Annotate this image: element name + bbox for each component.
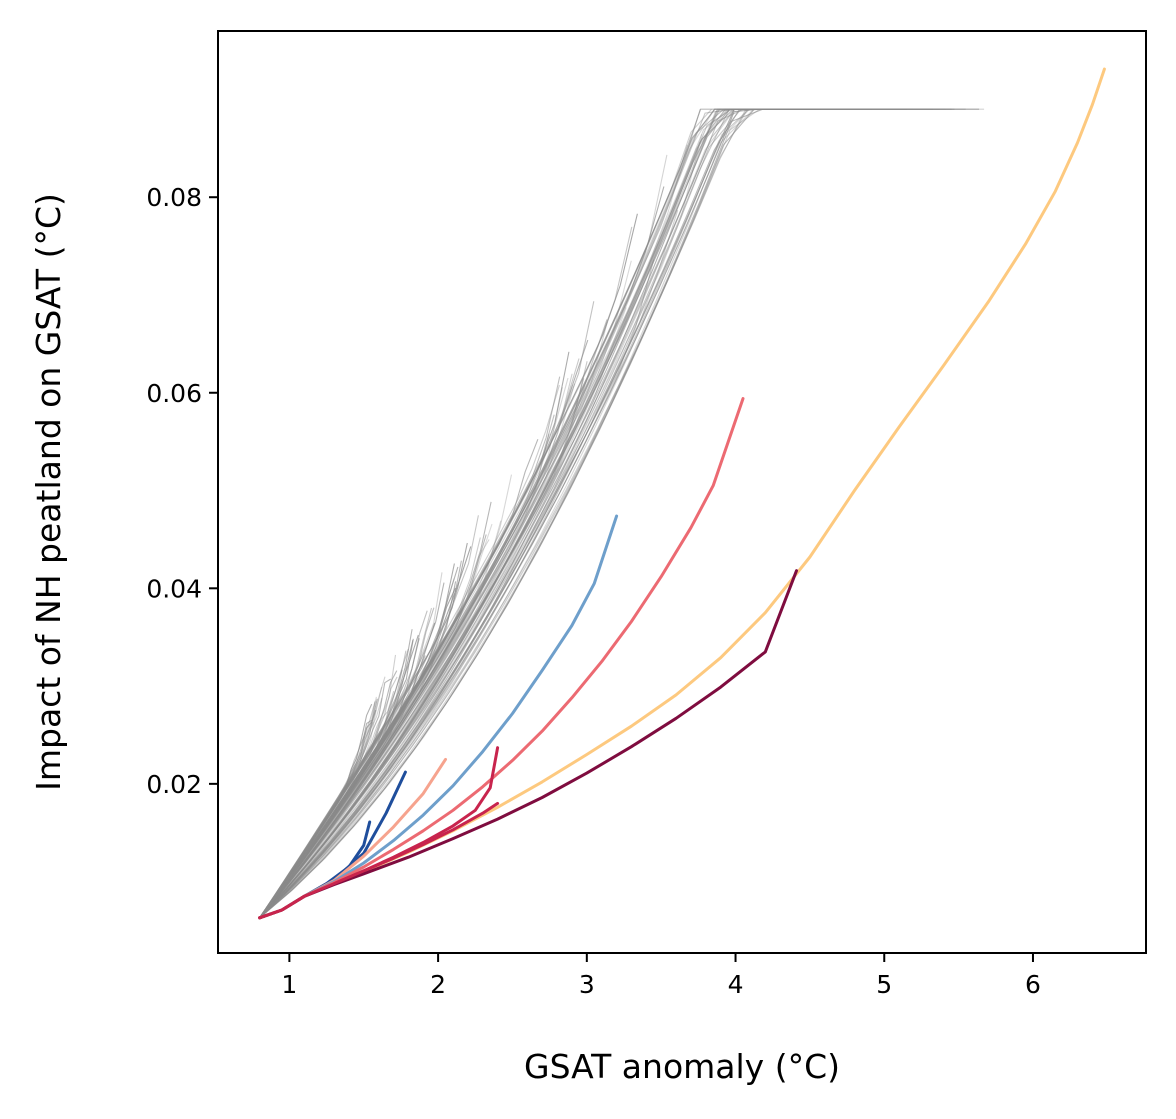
y-tick-label: 0.08 <box>146 183 202 212</box>
x-axis-label: GSAT anomaly (°C) <box>524 1047 840 1086</box>
ensemble-line <box>259 108 810 919</box>
x-tick-label: 6 <box>1025 970 1041 999</box>
ensemble-line <box>259 108 980 919</box>
ensemble-line <box>259 607 433 919</box>
y-tick-label: 0.06 <box>146 379 202 408</box>
ensemble-line <box>259 698 378 919</box>
ensemble-line <box>259 108 816 919</box>
ensemble-line <box>259 587 456 919</box>
ensemble-line <box>259 376 561 919</box>
ensemble-line <box>259 307 627 919</box>
ensemble-line <box>259 144 688 919</box>
ensemble-line <box>259 108 722 919</box>
highlighted-series <box>258 67 1106 920</box>
ensemble-line <box>259 260 632 919</box>
y-axis-label: Impact of NH peatland on GSAT (°C) <box>29 193 68 791</box>
ensemble-line <box>259 474 513 919</box>
ensemble-line <box>259 539 490 919</box>
ensemble-line <box>259 154 668 919</box>
ensemble-line <box>259 414 555 919</box>
ensemble-line <box>259 108 807 919</box>
ensemble-line <box>259 108 913 919</box>
ensemble-line <box>259 351 570 919</box>
ensemble-line <box>259 108 873 919</box>
x-tick-label: 5 <box>876 970 892 999</box>
y-tick-label: 0.02 <box>146 770 202 799</box>
ensemble-line <box>259 301 595 919</box>
x-axis: 1 2 3 4 5 6 <box>281 953 1041 999</box>
y-tick-label: 0.04 <box>146 574 202 603</box>
ensemble-line <box>259 690 395 919</box>
ensemble-line <box>259 629 413 919</box>
ensemble-line <box>259 109 701 919</box>
ensemble-line <box>259 108 752 919</box>
ensemble-line <box>259 319 608 919</box>
ensemble-line <box>259 384 560 919</box>
plot-frame <box>217 30 1147 954</box>
ensemble-line <box>259 383 576 919</box>
ensemble-line <box>259 108 821 919</box>
ensemble-line <box>259 108 952 919</box>
x-tick-label: 1 <box>281 970 297 999</box>
series-line-crimson <box>258 801 500 920</box>
ensemble-line <box>259 108 823 919</box>
x-tick-label: 3 <box>579 970 595 999</box>
ensemble-line <box>259 321 608 919</box>
ensemble-line <box>259 378 585 919</box>
y-axis: 0.02 0.04 0.06 0.08 <box>146 183 218 799</box>
ensemble-line <box>259 108 820 919</box>
ensemble-line <box>259 210 679 919</box>
ensemble-lines <box>259 108 985 919</box>
x-tick-label: 4 <box>728 970 744 999</box>
x-tick-label: 2 <box>430 970 446 999</box>
